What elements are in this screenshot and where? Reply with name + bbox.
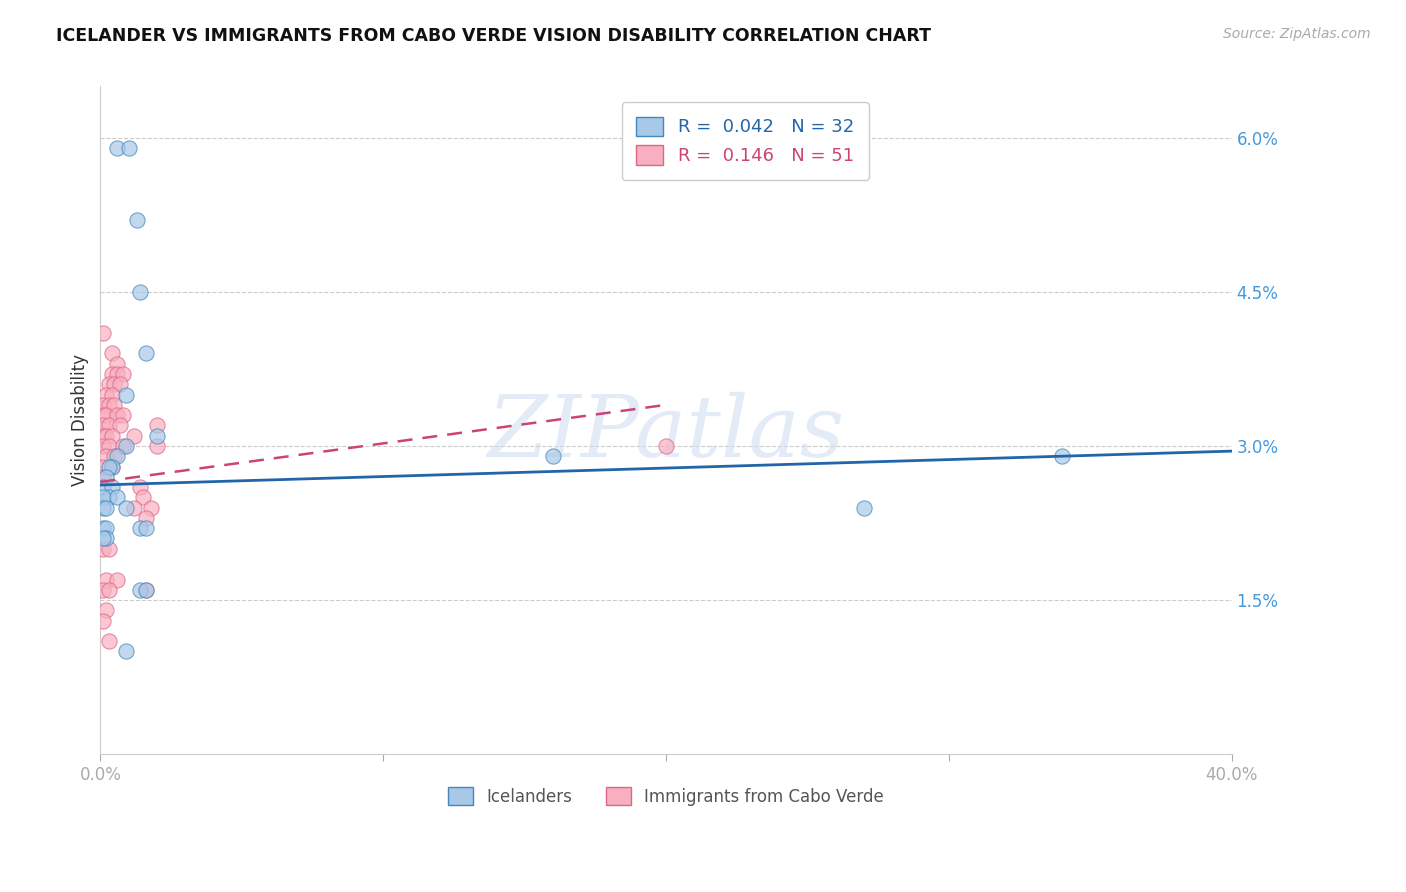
Point xyxy=(91,500,114,515)
Point xyxy=(91,418,114,433)
Point xyxy=(100,459,122,474)
Point xyxy=(94,500,117,515)
Point xyxy=(146,439,169,453)
Point xyxy=(135,346,157,360)
Point xyxy=(97,459,120,474)
Point xyxy=(105,367,128,381)
Point xyxy=(97,582,120,597)
Point xyxy=(108,418,131,433)
Point xyxy=(117,141,139,155)
Point xyxy=(103,377,125,392)
Point xyxy=(100,459,122,474)
Point xyxy=(91,541,114,556)
Point xyxy=(132,491,155,505)
Point xyxy=(105,141,128,155)
Point xyxy=(105,357,128,371)
Point xyxy=(91,521,114,535)
Point xyxy=(91,459,114,474)
Point xyxy=(94,387,117,401)
Point xyxy=(100,387,122,401)
Point xyxy=(100,428,122,442)
Point xyxy=(111,408,134,422)
Point xyxy=(129,480,152,494)
Point xyxy=(91,491,114,505)
Point xyxy=(105,491,128,505)
Point xyxy=(97,377,120,392)
Point xyxy=(135,582,157,597)
Point xyxy=(94,449,117,463)
Text: ZIPatlas: ZIPatlas xyxy=(488,392,845,475)
Point xyxy=(91,532,114,546)
Point xyxy=(103,449,125,463)
Point xyxy=(94,573,117,587)
Point xyxy=(91,428,114,442)
Point xyxy=(103,398,125,412)
Point xyxy=(1050,449,1073,463)
Point xyxy=(94,603,117,617)
Point xyxy=(91,439,114,453)
Point xyxy=(146,418,169,433)
Point xyxy=(91,398,114,412)
Point xyxy=(91,582,114,597)
Point xyxy=(114,644,136,658)
Point xyxy=(97,491,120,505)
Point xyxy=(111,439,134,453)
Point xyxy=(124,500,146,515)
Text: Source: ZipAtlas.com: Source: ZipAtlas.com xyxy=(1223,27,1371,41)
Point xyxy=(146,428,169,442)
Point xyxy=(91,326,114,340)
Point xyxy=(94,532,117,546)
Point xyxy=(141,500,163,515)
Point xyxy=(852,500,875,515)
Point xyxy=(129,582,152,597)
Point xyxy=(135,521,157,535)
Point xyxy=(135,511,157,525)
Point xyxy=(655,439,678,453)
Point xyxy=(135,582,157,597)
Point xyxy=(105,573,128,587)
Point xyxy=(114,387,136,401)
Point xyxy=(91,408,114,422)
Point xyxy=(541,449,564,463)
Point xyxy=(124,428,146,442)
Point xyxy=(97,418,120,433)
Point xyxy=(105,449,128,463)
Point xyxy=(129,285,152,299)
Point xyxy=(97,541,120,556)
Point xyxy=(94,408,117,422)
Point xyxy=(97,398,120,412)
Point xyxy=(127,213,149,227)
Point xyxy=(91,470,114,484)
Point xyxy=(114,500,136,515)
Point xyxy=(97,439,120,453)
Legend: Icelanders, Immigrants from Cabo Verde: Icelanders, Immigrants from Cabo Verde xyxy=(441,780,890,813)
Point xyxy=(114,439,136,453)
Point xyxy=(94,470,117,484)
Point xyxy=(129,521,152,535)
Y-axis label: Vision Disability: Vision Disability xyxy=(72,354,89,486)
Point xyxy=(100,480,122,494)
Text: ICELANDER VS IMMIGRANTS FROM CABO VERDE VISION DISABILITY CORRELATION CHART: ICELANDER VS IMMIGRANTS FROM CABO VERDE … xyxy=(56,27,931,45)
Point xyxy=(100,367,122,381)
Point xyxy=(105,408,128,422)
Point xyxy=(100,346,122,360)
Point xyxy=(94,521,117,535)
Point xyxy=(108,377,131,392)
Point xyxy=(111,367,134,381)
Point xyxy=(91,614,114,628)
Point xyxy=(97,634,120,648)
Point xyxy=(91,480,114,494)
Point xyxy=(94,428,117,442)
